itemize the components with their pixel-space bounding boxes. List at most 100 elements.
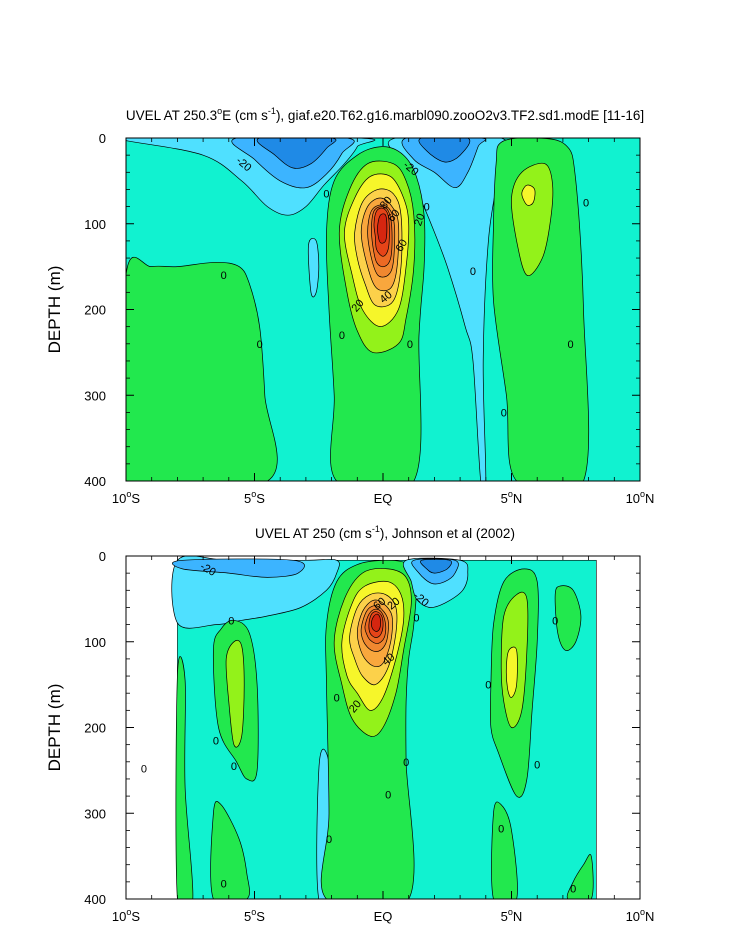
degree-sign: o <box>126 907 131 917</box>
contour-label: 0 <box>534 759 540 771</box>
y-tick-label: 400 <box>84 474 106 489</box>
patch-south-bottom <box>210 801 250 899</box>
x-tick-num: 10 <box>112 491 126 506</box>
y-axis-label: DEPTH (m) <box>45 266 64 354</box>
contour-label: 0 <box>568 339 574 351</box>
contour-label: 0 <box>385 789 391 801</box>
x-tick-label: 5oN <box>501 907 523 924</box>
patch-south-positive <box>126 257 278 481</box>
contour-label: 0 <box>498 824 504 836</box>
title-degree: o <box>217 106 222 116</box>
contour-label: 0 <box>485 680 491 692</box>
title-rest: ), Johnson et al (2002) <box>380 526 515 541</box>
degree-sign: o <box>508 489 513 499</box>
patch-core-90 <box>377 213 388 244</box>
x-tick-label: 10oS <box>112 489 140 506</box>
y-tick-label: 0 <box>99 549 106 564</box>
contour-label: 0 <box>213 735 219 747</box>
patch-ribbon-negative <box>307 238 320 298</box>
patch-north-negative-30 <box>420 558 452 574</box>
x-tick-label: EQ <box>374 491 393 506</box>
patch-south-negative <box>171 556 340 629</box>
x-tick-hemisphere: S <box>256 491 265 506</box>
contour-label: 0 <box>552 615 558 627</box>
x-tick-hemisphere: N <box>645 909 654 924</box>
x-tick-hemisphere: N <box>513 909 522 924</box>
contour-label: 0 <box>257 339 263 351</box>
contour-label: 0 <box>570 884 576 896</box>
title-rest: ), giaf.e20.T62.g16.marbl090.zooO2v3.TF2… <box>276 108 644 123</box>
patch-south-west-strip <box>175 656 194 899</box>
title-main: UVEL AT 250.3 <box>126 108 217 123</box>
x-tick-num: 5 <box>501 909 508 924</box>
patch-east-bottom <box>566 854 594 899</box>
contour-label: 0 <box>221 270 227 282</box>
x-tick-num: EQ <box>374 491 393 506</box>
x-tick-label: 5oN <box>501 489 523 506</box>
patch-south-column-20 <box>225 639 245 748</box>
contour-label: 0 <box>228 615 234 627</box>
chart-title: UVEL AT 250 (cm s-1), Johnson et al (200… <box>255 524 515 541</box>
x-tick-num: 10 <box>626 909 640 924</box>
x-tick-num: 5 <box>501 491 508 506</box>
contour-label: 0 <box>141 764 147 776</box>
patch-north-positive-30 <box>521 184 536 206</box>
x-tick-label: EQ <box>374 909 393 924</box>
x-tick-hemisphere: S <box>131 909 140 924</box>
y-axis-label: DEPTH (m) <box>45 684 64 772</box>
degree-sign: o <box>126 489 131 499</box>
x-tick-num: 10 <box>626 491 640 506</box>
title-exponent: -1 <box>372 524 380 534</box>
x-tick-label: 5oS <box>244 907 265 924</box>
x-tick-num: 5 <box>244 491 251 506</box>
patch-north-positive-20 <box>511 162 554 276</box>
degree-sign: o <box>640 489 645 499</box>
contour-label: 0 <box>403 757 409 769</box>
contour-label: 20 <box>412 212 427 228</box>
patch-north-column-30 <box>505 646 518 698</box>
y-tick-label: 300 <box>84 388 106 403</box>
contour-label: 0 <box>326 834 332 846</box>
chart-title: UVEL AT 250.3oE (cm s-1), giaf.e20.T62.g… <box>126 106 644 123</box>
contour-label: 0 <box>470 266 476 278</box>
patch-south-negative-30 <box>256 138 337 169</box>
patch-north-east <box>554 585 582 651</box>
contour-label: 0 <box>413 613 419 625</box>
x-tick-num: 5 <box>244 909 251 924</box>
contour-label: 0 <box>407 339 413 351</box>
contour-label: 0 <box>424 202 430 214</box>
y-tick-label: 200 <box>84 303 106 318</box>
x-tick-label: 10oN <box>626 907 655 924</box>
x-tick-num: EQ <box>374 909 393 924</box>
x-tick-hemisphere: N <box>513 491 522 506</box>
contour-label: 0 <box>231 761 237 773</box>
x-tick-hemisphere: S <box>131 491 140 506</box>
title-exponent: -1 <box>268 106 276 116</box>
contour-label: 0 <box>323 189 329 201</box>
patch-north-bottom <box>491 801 518 899</box>
x-tick-hemisphere: N <box>645 491 654 506</box>
x-tick-label: 10oS <box>112 907 140 924</box>
degree-sign: o <box>251 907 256 917</box>
contour-label: 0 <box>334 692 340 704</box>
x-tick-hemisphere: S <box>256 909 265 924</box>
contour-label: 0 <box>339 330 345 342</box>
contour-label: 0 <box>221 879 227 891</box>
title-unit: E (cm s <box>222 108 268 123</box>
degree-sign: o <box>251 489 256 499</box>
x-tick-label: 5oS <box>244 489 265 506</box>
y-tick-label: 0 <box>99 131 106 146</box>
contour-label: 60 <box>394 237 411 254</box>
patch-south-negative-20 <box>172 558 305 578</box>
y-tick-label: 400 <box>84 892 106 907</box>
patch-core-90 <box>371 613 381 632</box>
y-tick-label: 100 <box>84 217 106 232</box>
degree-sign: o <box>640 907 645 917</box>
x-tick-num: 10 <box>112 909 126 924</box>
y-tick-label: 200 <box>84 721 106 736</box>
